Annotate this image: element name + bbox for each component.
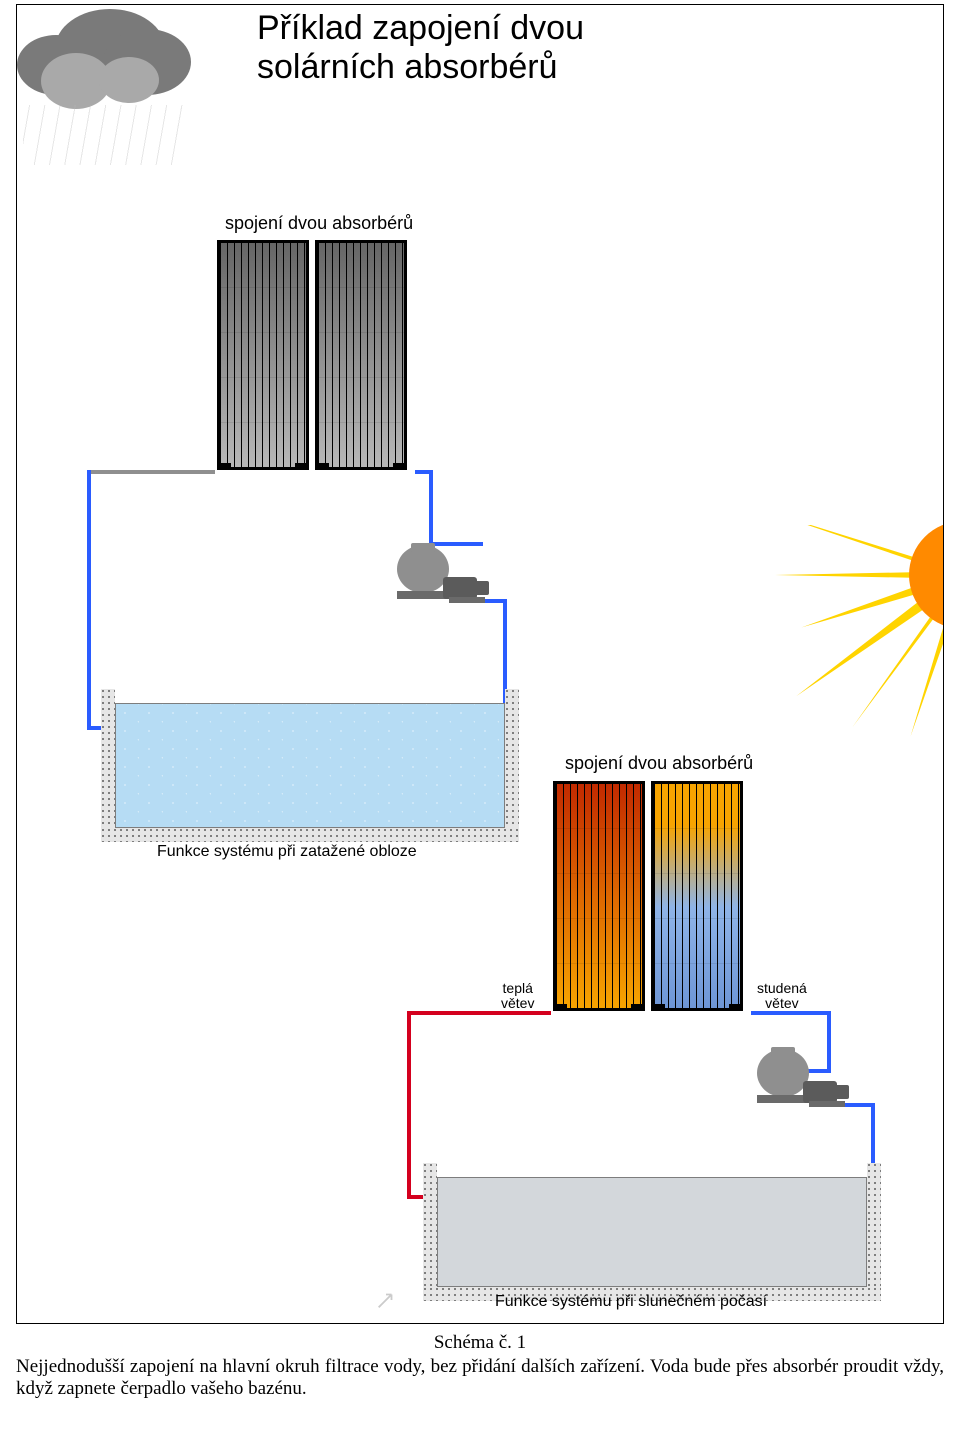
cloudy-caption: Funkce systému při zatažené obloze <box>157 843 417 861</box>
page: Příklad zapojení dvou solárních absorbér… <box>0 4 960 1400</box>
sun-icon <box>753 525 944 785</box>
cloudy-pool <box>101 689 519 842</box>
cloudy-absorber <box>217 240 407 470</box>
footer: Schéma č. 1 Nejjednodušší zapojení na hl… <box>16 1332 944 1400</box>
footer-text: Nejjednodušší zapojení na hlavní okruh f… <box>16 1356 944 1400</box>
rain-icon <box>23 105 183 165</box>
title-line2: solárních absorbérů <box>257 48 558 86</box>
schema-number: Schéma č. 1 <box>16 1332 944 1354</box>
arrow-icon <box>375 1289 397 1311</box>
cold-branch-label: studená větev <box>757 981 807 1010</box>
sunny-caption: Funkce systému při slunečném počasí <box>495 1293 767 1311</box>
hot-branch-label: teplá větev <box>501 981 534 1010</box>
title-line1: Příklad zapojení dvou <box>257 9 584 47</box>
cloudy-absorber-label: spojení dvou absorbérů <box>225 213 413 234</box>
cloudy-pump-icon <box>393 543 503 615</box>
diagram-frame: Příklad zapojení dvou solárních absorbér… <box>16 4 944 1324</box>
sunny-pool <box>423 1163 881 1301</box>
sunny-absorber-label: spojení dvou absorbérů <box>565 753 753 774</box>
sunny-absorber <box>553 781 743 1011</box>
sunny-pump-icon <box>753 1047 863 1119</box>
page-title: Příklad zapojení dvou solárních absorbér… <box>257 9 584 87</box>
